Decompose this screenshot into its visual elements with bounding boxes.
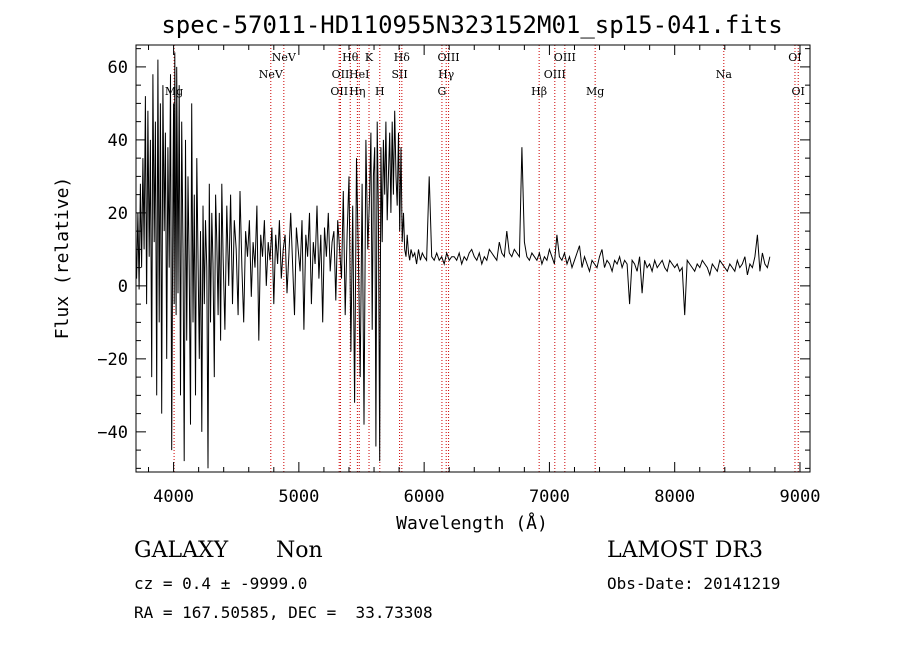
line-label: H — [375, 85, 385, 98]
line-label: NeV — [272, 51, 297, 64]
spectrum-line — [137, 52, 770, 468]
y-tick-label: 40 — [108, 131, 128, 151]
y-tick-label: 20 — [108, 204, 128, 224]
line-label: NeV — [259, 68, 284, 81]
line-label: Hη — [349, 85, 365, 98]
y-axis-label: Flux (relative) — [52, 177, 73, 340]
line-markers: Mg NeV NeV OII OII Hθ Hη HeI K H SII Hδ G Hγ OIII Hβ OII… — [165, 45, 805, 472]
ra-dec: RA = 167.50585, DEC = 33.73308 — [134, 603, 433, 622]
line-label: HeI — [349, 68, 369, 81]
line-label: OI — [792, 85, 805, 98]
y-tick-label: 0 — [118, 277, 128, 297]
line-label: Hθ — [342, 51, 359, 64]
x-tick-label: 6000 — [404, 487, 445, 507]
object-class: GALAXY — [134, 538, 229, 563]
line-label: OII — [332, 68, 350, 81]
line-label: Hβ — [531, 85, 547, 98]
line-label: Mg — [165, 85, 183, 98]
y-tick-label: −20 — [97, 350, 128, 370]
line-label: G — [438, 85, 447, 98]
line-label: Mg — [586, 85, 604, 98]
x-tick-label: 5000 — [278, 487, 319, 507]
line-label: OII — [330, 85, 348, 98]
plot-frame — [135, 44, 811, 473]
line-label: OIII — [544, 68, 566, 81]
line-label: OIII — [554, 51, 576, 64]
x-tick-label: 4000 — [153, 487, 194, 507]
line-label: SII — [391, 68, 407, 81]
line-label: Na — [716, 68, 733, 81]
x-tick-label: 8000 — [654, 487, 695, 507]
line-label: Hγ — [438, 68, 455, 81]
x-tick-label: 7000 — [529, 487, 570, 507]
line-label: OIII — [438, 51, 460, 64]
object-subclass: Non — [276, 538, 323, 563]
x-axis-label: Wavelength (Å) — [396, 512, 548, 534]
redshift-cz: cz = 0.4 ± -9999.0 — [134, 574, 308, 593]
line-label: Hδ — [394, 51, 411, 64]
y-tick-label: −40 — [97, 423, 128, 443]
x-tick-label: 9000 — [780, 487, 821, 507]
y-tick-label: 60 — [108, 58, 128, 78]
survey-name: LAMOST DR3 — [607, 538, 763, 563]
chart-title: spec-57011-HD110955N323152M01_sp15-041.f… — [161, 11, 782, 39]
obs-date: Obs-Date: 20141219 — [607, 574, 781, 593]
line-label: K — [365, 51, 374, 64]
axes: 4000 5000 6000 7000 8000 9000 −40 −20 0 20 40 60 — [97, 45, 820, 507]
